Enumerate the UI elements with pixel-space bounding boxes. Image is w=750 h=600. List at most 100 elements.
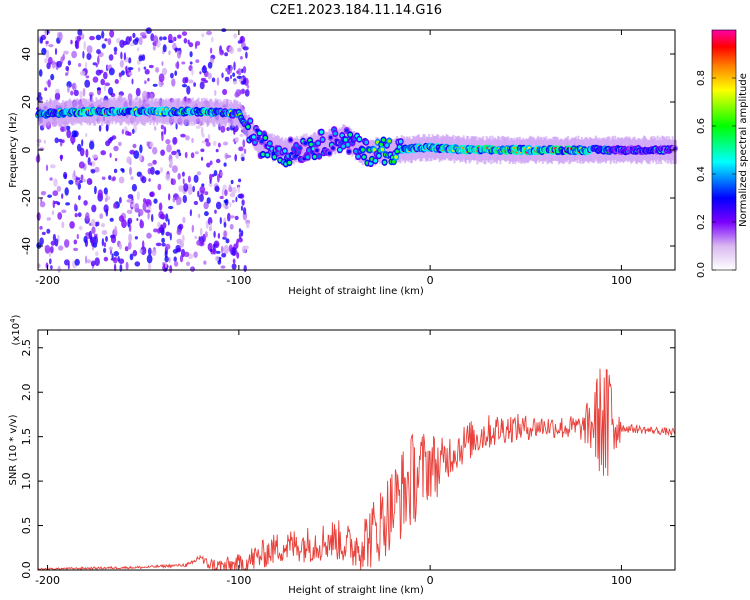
spectrogram-noise-blob [44,57,49,64]
spectrogram-noise-blob [215,250,221,254]
spectrogram-noise-blob [223,221,227,228]
spectrogram-halo-cell [357,134,360,159]
spectrogram-ridge-cell [362,155,366,159]
spectrogram-noise-blob [161,67,168,76]
spectrogram-noise-blob [91,204,97,213]
snr-x-ticks: -200 -100 0 100 [35,330,632,587]
spectrogram-noise-blob [74,203,77,211]
spectrogram-noise-blob [237,186,240,193]
spectrogram-noise-blob [171,78,176,87]
spectrogram-noise-blob [118,215,125,223]
spectrogram-ridge-cell [288,138,293,142]
spectrogram-noise-blob [224,76,230,82]
spectrogram-noise-blob [85,133,88,137]
spectrogram-ridge-cell [312,155,317,159]
spectrogram-noise-blob [176,201,180,206]
spectrogram-noise-blob [64,187,69,196]
spectrogram-noise-blob [113,145,119,152]
spectrogram-noise-blob [198,194,204,202]
spectrogram-noise-blob [170,72,174,79]
spectrogram-noise-blob [101,222,105,228]
spectrogram-noise-blob [195,125,201,129]
spectrogram-noise-blob [185,135,190,141]
spectrogram-y-ticks: -40 -20 0 20 40 [20,47,675,255]
spectrogram-noise-blob [54,48,58,55]
spectrogram-ridge-cell [392,160,396,164]
spectrogram-noise-blob [200,156,204,161]
spectrogram-noise-blob [232,199,235,203]
spectrogram-noise-blob [172,136,178,145]
spectrogram-noise-blob [228,46,234,54]
spectrogram-noise-blob [98,69,104,74]
spectrogram-noise-blob [103,242,106,248]
spectrogram-noise-blob [127,217,133,225]
colorbar-ticks: 0.0 0.2 0.4 0.6 0.8 [696,70,736,278]
snr-frame [37,329,676,571]
spectrogram-noise-blob [63,239,70,248]
spectrogram-noise-blob [215,148,219,153]
spectrogram-noise-blob [138,55,144,62]
spectrogram-noise-blob [130,43,135,47]
spectrogram-noise-blob [221,188,224,197]
spectrogram-noise-blob [73,89,79,97]
spectrogram-x-tick-label: 100 [611,274,632,287]
spectrogram-noise-blob [118,243,123,250]
spectrogram-noise-blob [160,81,164,86]
spectrogram-noise-blob [224,52,229,57]
spectrogram-noise-blob [95,34,102,41]
spectrogram-noise-blob [211,173,215,177]
spectrogram-noise-blob [86,52,92,61]
spectrogram-noise-blob [48,251,52,257]
spectrogram-noise-blob [165,243,171,250]
spectrogram-halo-cell [355,135,358,160]
spectrogram-ridge-cell [257,131,262,135]
spectrogram-ridge-cell [387,139,392,143]
spectrogram-noise-blob [96,221,100,227]
spectrogram-noise-blob [233,61,236,71]
spectrogram-noise-blob [204,231,208,238]
spectrogram-noise-blob [144,69,150,75]
spectrogram-noise-blob [77,29,83,36]
spectrogram-noise-blob [227,212,231,222]
spectrogram-noise-blob [109,217,114,222]
spectrogram-noise-blob [219,217,222,225]
spectrogram-noise-blob [188,42,194,48]
spectrogram-noise-blob [234,154,237,162]
spectrogram-noise-blob [203,260,207,265]
spectrogram-noise-blob [141,176,147,184]
spectrogram-noise-blob [243,148,247,154]
spectrogram-noise-blob [128,241,132,250]
spectrogram-noise-blob [215,201,222,210]
spectrogram-noise-blob [127,93,133,102]
spectrogram-noise-blob [175,244,181,252]
spectrogram-noise-blob [193,251,198,258]
spectrogram-noise-blob [224,198,229,206]
spectrogram-noise-blob [219,195,224,200]
spectrogram-noise-blob [152,45,156,51]
spectrogram-ridge-cell [382,160,387,165]
spectrogram-halo-cell [384,137,387,162]
spectrogram-noise-blob [209,173,213,182]
spectrogram-noise-blob [131,183,137,192]
spectrogram-noise-blob [52,190,59,197]
spectrogram-noise-blob [101,30,105,39]
spectrogram-noise-blob [217,232,221,239]
spectrogram-noise-blob [147,77,150,82]
spectrogram-ridge-cell [303,141,308,145]
spectrogram-ridge-cell [328,135,333,140]
spectrogram-noise-blob [88,230,93,240]
spectrogram-noise-blob [172,197,176,203]
spectrogram-noise-blob [146,141,150,147]
snr-x-axis-label: Height of straight line (km) [288,585,424,596]
spectrogram-noise-blob [39,226,43,230]
spectrogram-noise-blob [191,68,194,76]
spectrogram-noise-blob [138,153,142,162]
spectrogram-noise-blob [191,137,194,144]
spectrogram-noise-blob [130,176,134,181]
spectrogram-noise-blob [108,67,115,76]
spectrogram-noise-blob [128,57,132,64]
spectrogram-noise-blob [94,235,98,245]
spectrogram-ridge-cell [261,152,265,157]
spectrogram-noise-blob [129,166,132,176]
spectrogram-noise-blob [181,234,185,243]
